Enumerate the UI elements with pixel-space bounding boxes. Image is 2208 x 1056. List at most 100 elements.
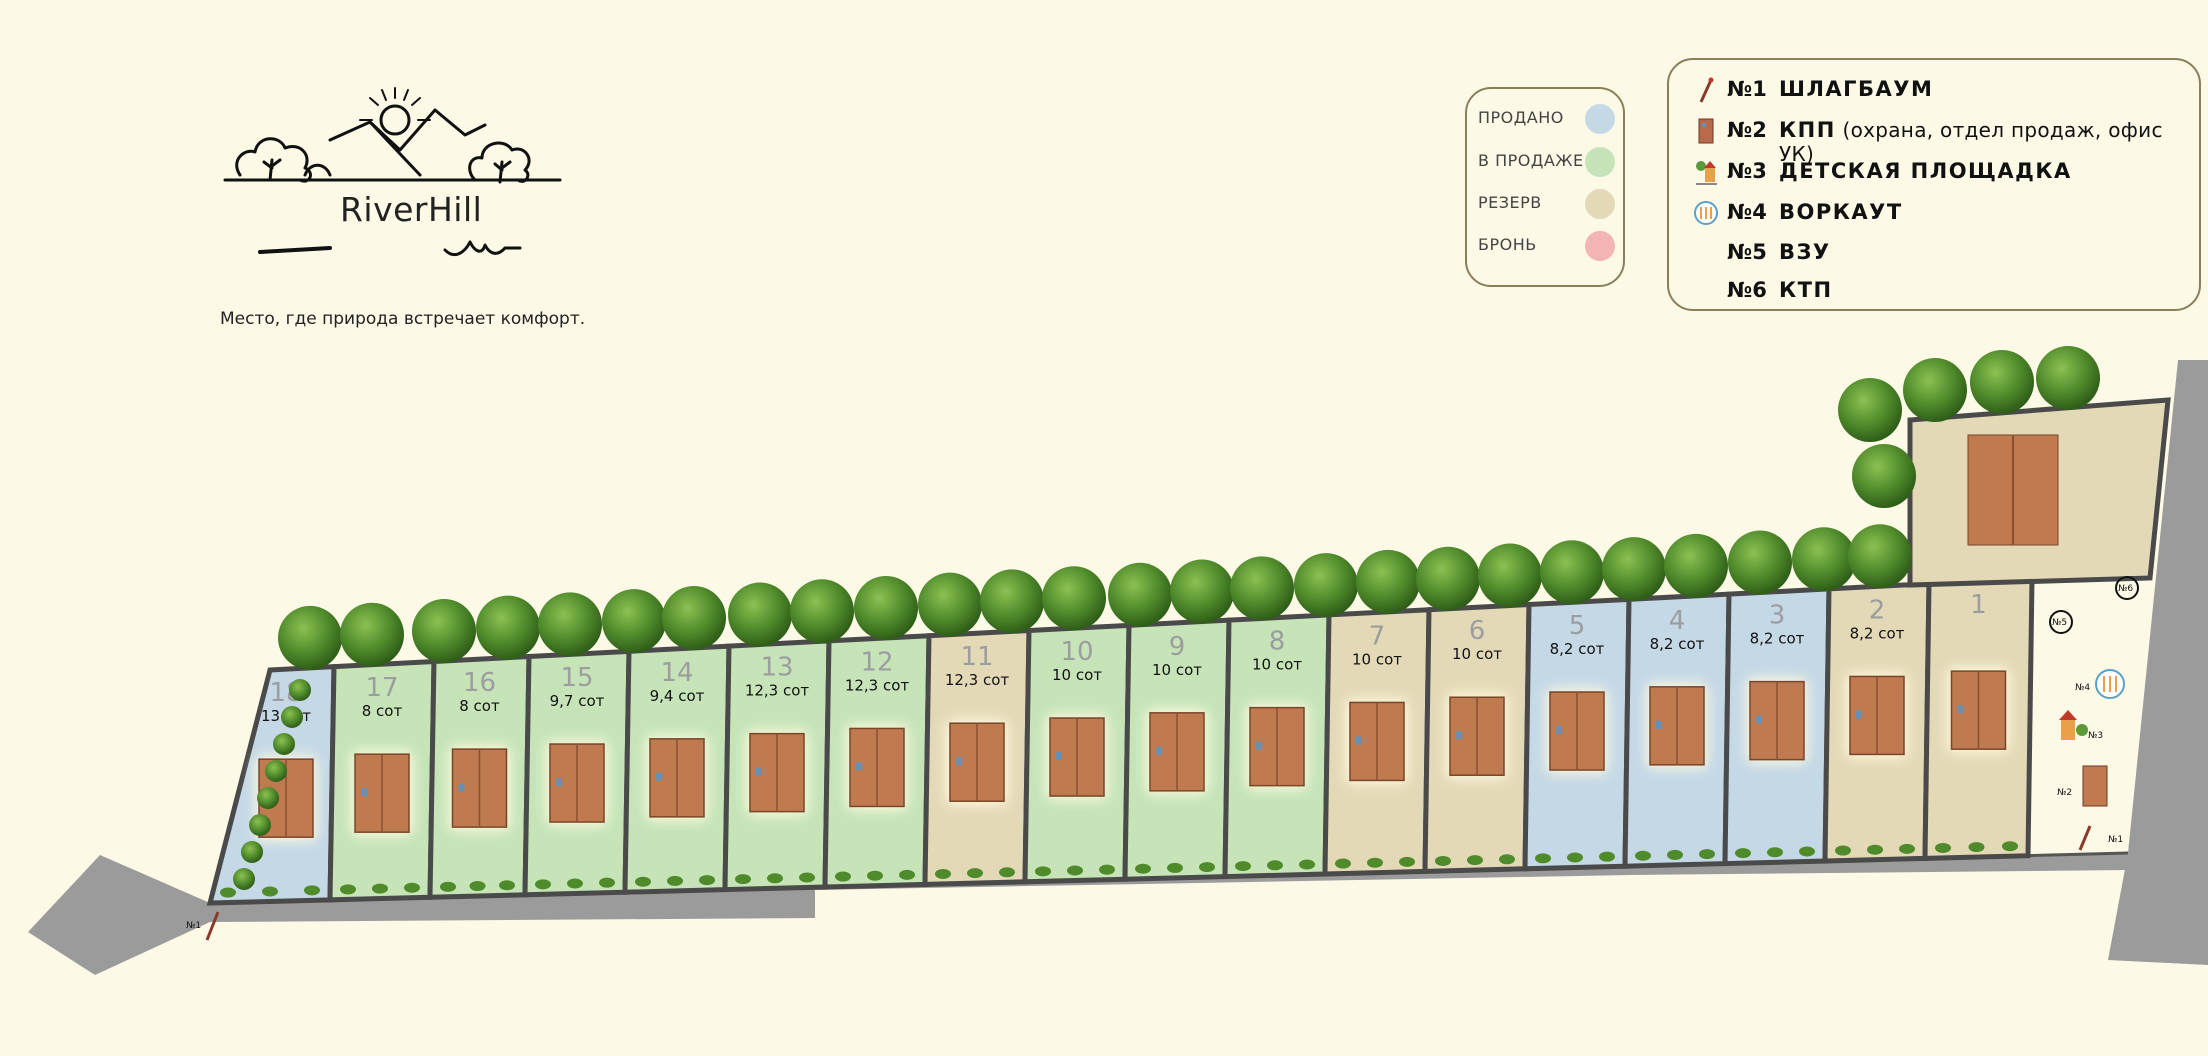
marker-vzu-label: №5	[2052, 618, 2067, 628]
shrub	[1267, 860, 1283, 871]
marker-barrier-right: №1	[2078, 825, 2123, 851]
plot-2[interactable]: 28,2 сот	[1822, 581, 1932, 864]
riverhill-logo	[223, 87, 562, 256]
shrub	[220, 887, 236, 898]
tree-icon	[1042, 566, 1106, 631]
legend-checkpoint: №2 КПП (охрана, отдел продаж, офис УК)	[1669, 115, 2199, 166]
shrub	[1567, 852, 1583, 863]
shrub	[1235, 861, 1251, 872]
shrub	[535, 879, 551, 890]
shrub	[1968, 842, 1985, 853]
legend-barrier-name: ШЛАГБАУМ	[1779, 77, 1934, 101]
shrub	[667, 875, 683, 886]
plot-16[interactable]: 168 сот	[427, 653, 532, 900]
plot-16-size: 8 сот	[459, 697, 500, 715]
plot-1-number: 1	[1970, 590, 1987, 620]
plot-11-number: 11	[960, 642, 993, 672]
tree-icon	[340, 602, 404, 667]
plot-4-window	[1656, 720, 1662, 729]
plot-2-size: 8,2 сот	[1850, 624, 1905, 642]
status-legend: ПРОДАНО В ПРОДАЖЕ РЕЗЕРВ БРОНЬ	[1465, 87, 1625, 287]
plot-5-number: 5	[1569, 611, 1586, 641]
status-reserve-label: РЕЗЕРВ	[1478, 193, 1542, 212]
shrub	[1935, 842, 1951, 853]
legend-vzu-name: ВЗУ	[1779, 240, 1831, 264]
plot-14[interactable]: 149,4 сот	[622, 643, 732, 895]
plot-2-number: 2	[1869, 595, 1886, 625]
tree-icon	[918, 572, 982, 637]
marker-playground: №3	[2059, 710, 2103, 741]
plot-6-window	[1456, 731, 1462, 740]
shrub	[967, 868, 983, 879]
hedge-icon	[241, 841, 263, 863]
plot-17[interactable]: 178 сот	[327, 658, 437, 903]
tree-icon	[1294, 553, 1358, 618]
plot-5[interactable]: 58,2 сот	[1522, 596, 1632, 872]
plot-8-number: 8	[1269, 627, 1286, 657]
shrub	[599, 877, 615, 888]
plot-13-size: 12,3 сот	[745, 682, 810, 700]
plot-extra-top-right[interactable]	[1907, 397, 2171, 588]
marker-ktp: №6	[2115, 576, 2139, 600]
shrub	[340, 884, 356, 895]
tree-icon	[1838, 378, 1902, 442]
plot-12-window	[856, 762, 862, 771]
plot-7-size: 10 сот	[1352, 650, 1402, 668]
tree-icon	[790, 579, 854, 644]
plot-8[interactable]: 810 сот	[1222, 612, 1332, 880]
tree-icon	[1356, 549, 1420, 614]
tree-icon	[1852, 444, 1916, 508]
shrub	[1199, 862, 1215, 873]
plot-3-size: 8,2 сот	[1750, 630, 1805, 648]
trees-layer	[233, 346, 2100, 890]
plot-15-window	[556, 778, 562, 787]
checkpoint-icon	[1698, 118, 1714, 144]
shrub	[1799, 846, 1815, 857]
plot-11-size: 12,3 сот	[945, 671, 1010, 689]
legend-workout: №4 ВОРКАУТ	[1669, 197, 2199, 231]
hedge-icon	[249, 814, 271, 836]
shrub	[799, 872, 815, 883]
tree-icon	[2036, 346, 2100, 410]
shrub	[1535, 853, 1551, 864]
hedge-icon	[233, 868, 255, 890]
shrub	[2002, 841, 2018, 852]
shrub	[567, 878, 583, 889]
tree-icon	[1602, 537, 1666, 602]
tree-icon	[538, 592, 602, 657]
legend-playground-name: ДЕТСКАЯ ПЛОЩАДКА	[1779, 159, 2072, 183]
plot-6[interactable]: 610 сот	[1422, 601, 1532, 874]
plot-15[interactable]: 159,7 сот	[522, 648, 632, 898]
plot-3[interactable]: 38,2 сот	[1722, 586, 1832, 867]
hedge-icon	[289, 679, 311, 701]
plot-13-number: 13	[760, 653, 793, 683]
shrub	[1599, 851, 1615, 862]
plot-9[interactable]: 910 сот	[1122, 617, 1232, 882]
shrub	[372, 883, 388, 894]
shrub	[1335, 858, 1351, 869]
marker-barrier-left-label: №1	[186, 921, 201, 931]
shrub	[1499, 854, 1515, 865]
shrub	[899, 869, 915, 880]
tree-icon	[980, 569, 1044, 634]
legend-checkpoint-desc: (охрана, отдел продаж, офис УК)	[1779, 118, 2163, 166]
tree-icon	[1416, 546, 1480, 611]
plot-4[interactable]: 48,2 сот	[1622, 591, 1732, 869]
plot-7-window	[1356, 736, 1362, 745]
plot-5-window	[1556, 726, 1562, 735]
shrub	[935, 868, 951, 879]
legend-playground: №3 ДЕТСКАЯ ПЛОЩАДКА	[1669, 156, 2199, 190]
barrier-icon	[1699, 77, 1714, 103]
shrub	[1667, 849, 1683, 860]
plot-7[interactable]: 710 сот	[1322, 607, 1432, 877]
side-road-right	[2108, 360, 2208, 965]
plot-4-size: 8,2 сот	[1650, 635, 1705, 653]
shrub	[1067, 865, 1083, 876]
plot-1[interactable]: 1	[1922, 575, 2035, 861]
map-markers: №1 №1 №6 №5 №4 №3 №2	[186, 576, 2139, 941]
